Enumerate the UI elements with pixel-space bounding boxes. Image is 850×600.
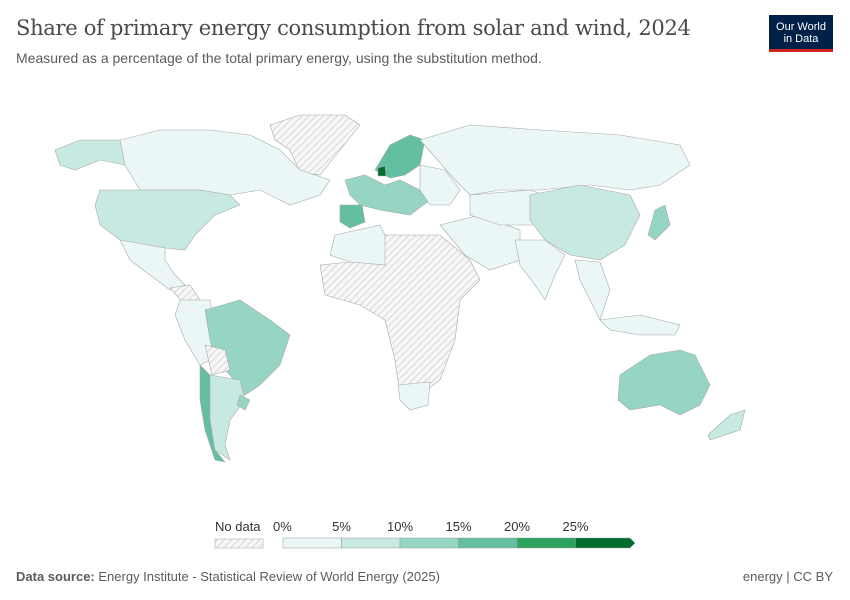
logo-line2: in Data xyxy=(783,32,819,45)
source-label: Data source: xyxy=(16,569,95,584)
legend-bin-label: 15% xyxy=(445,519,471,534)
region-mexico[interactable] xyxy=(119,239,186,291)
region-bolivia[interactable] xyxy=(204,344,231,376)
region-alaska[interactable] xyxy=(54,139,126,171)
legend-bin-label: 25% xyxy=(562,519,588,534)
region-new-zealand[interactable] xyxy=(707,409,746,441)
legend-bin-label: 5% xyxy=(332,519,351,534)
legend-bin-swatch xyxy=(282,537,342,549)
owid-logo[interactable]: Our World in Data xyxy=(769,15,833,52)
region-greenland[interactable] xyxy=(269,114,361,176)
source-text[interactable]: Energy Institute - Statistical Review of… xyxy=(98,569,440,584)
legend-bin-swatch xyxy=(516,537,576,549)
chart-subtitle: Measured as a percentage of the total pr… xyxy=(16,50,542,66)
chart-title: Share of primary energy consumption from… xyxy=(16,16,691,40)
region-south-africa[interactable] xyxy=(397,381,431,411)
legend-bin-swatch xyxy=(575,537,636,549)
region-russia[interactable] xyxy=(419,124,691,196)
legend-bin-swatch xyxy=(458,537,518,549)
data-source: Data source: Energy Institute - Statisti… xyxy=(16,569,440,584)
legend-bin-label: 20% xyxy=(504,519,530,534)
region-uruguay[interactable] xyxy=(236,394,251,411)
region-china[interactable] xyxy=(529,184,641,261)
legend-bin-swatch xyxy=(341,537,401,549)
region-southeast-asia[interactable] xyxy=(574,259,611,321)
legend-bin-label: 0% xyxy=(273,519,292,534)
region-north-africa[interactable] xyxy=(329,224,391,266)
region-japan[interactable] xyxy=(647,204,671,241)
region-scandinavia[interactable] xyxy=(374,134,426,179)
legend-no-data-label: No data xyxy=(215,519,261,534)
region-eastern-europe[interactable] xyxy=(419,164,461,206)
legend-bin-label: 10% xyxy=(387,519,413,534)
region-colombia-peru[interactable] xyxy=(174,299,216,366)
region-iberia[interactable] xyxy=(339,204,366,229)
region-denmark[interactable] xyxy=(377,165,387,177)
region-usa[interactable] xyxy=(94,189,241,251)
legend-no-data-swatch xyxy=(214,538,264,549)
region-india[interactable] xyxy=(514,239,566,301)
logo-line1: Our World xyxy=(776,20,826,33)
world-map[interactable] xyxy=(0,105,850,505)
region-indonesia[interactable] xyxy=(599,314,681,336)
region-australia[interactable] xyxy=(617,349,711,416)
license[interactable]: energy | CC BY xyxy=(742,569,833,584)
region-argentina[interactable] xyxy=(209,374,246,461)
legend-bin-swatch xyxy=(399,537,459,549)
